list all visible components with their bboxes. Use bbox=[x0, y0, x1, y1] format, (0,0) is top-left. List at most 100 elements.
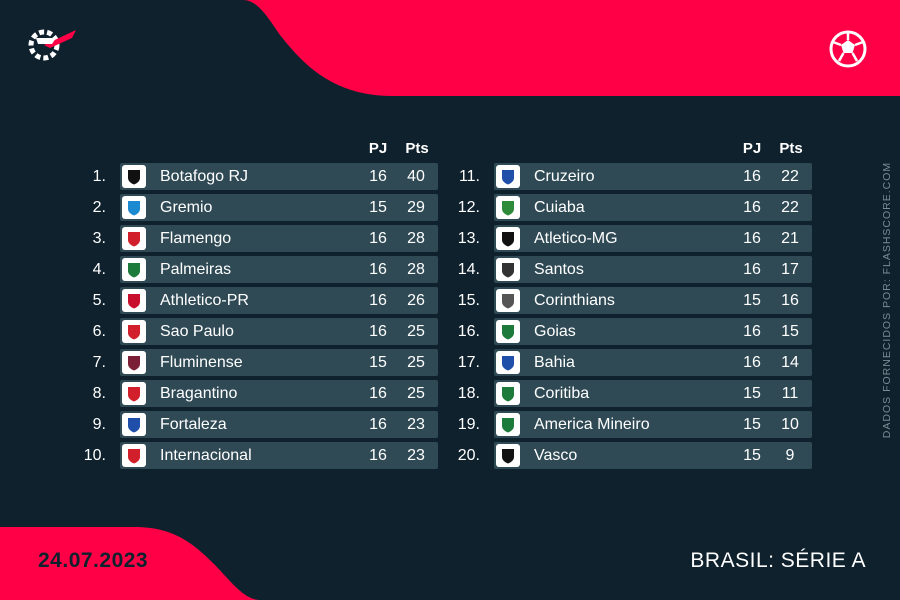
games-played: 16 bbox=[369, 385, 387, 402]
points: 23 bbox=[407, 447, 425, 464]
team-name: Fluminense bbox=[160, 354, 243, 371]
games-played: 16 bbox=[743, 168, 761, 185]
team-name: Botafogo RJ bbox=[160, 168, 249, 185]
points: 16 bbox=[781, 292, 799, 309]
team-badge-icon bbox=[496, 165, 520, 188]
points: 25 bbox=[407, 354, 425, 371]
row-rank: 17. bbox=[457, 354, 480, 371]
games-played: 16 bbox=[369, 292, 387, 309]
row-rank: 6. bbox=[92, 323, 106, 340]
row-bar: Bragantino 16 25 bbox=[120, 380, 438, 407]
games-played: 16 bbox=[369, 230, 387, 247]
row-bar: Cruzeiro 16 22 bbox=[494, 163, 812, 190]
right-column-headers: PJ Pts bbox=[735, 140, 815, 158]
flashscore-logo-icon bbox=[28, 29, 76, 61]
team-name: Goias bbox=[534, 323, 576, 340]
points: 21 bbox=[781, 230, 799, 247]
team-name: America Mineiro bbox=[534, 416, 650, 433]
points: 22 bbox=[781, 168, 799, 185]
header-pts: Pts bbox=[405, 140, 429, 157]
team-badge-icon bbox=[122, 413, 146, 436]
row-rank: 3. bbox=[92, 230, 106, 247]
points: 26 bbox=[407, 292, 425, 309]
team-name: Bragantino bbox=[160, 385, 238, 402]
row-bar: Athletico-PR 16 26 bbox=[120, 287, 438, 314]
team-badge-icon bbox=[496, 351, 520, 374]
team-badge-icon bbox=[122, 258, 146, 281]
row-rank: 12. bbox=[457, 199, 480, 216]
row-rank: 9. bbox=[92, 416, 106, 433]
row-rank: 7. bbox=[92, 354, 106, 371]
team-badge-icon bbox=[496, 413, 520, 436]
league-name: BRASIL: SÉRIE A bbox=[690, 549, 866, 572]
points: 25 bbox=[407, 385, 425, 402]
row-bar: Gremio 15 29 bbox=[120, 194, 438, 221]
points: 9 bbox=[785, 447, 795, 464]
points: 25 bbox=[407, 323, 425, 340]
team-badge-icon bbox=[122, 165, 146, 188]
team-badge-icon bbox=[122, 444, 146, 467]
team-name: Cruzeiro bbox=[534, 168, 595, 185]
bottom-accent-shape bbox=[0, 527, 260, 600]
games-played: 15 bbox=[743, 416, 761, 433]
row-rank: 8. bbox=[92, 385, 106, 402]
data-credit: DADOS FORNECIDOS POR: FLASHSCORE.COM bbox=[881, 161, 893, 439]
points: 10 bbox=[781, 416, 799, 433]
row-bar: Flamengo 16 28 bbox=[120, 225, 438, 252]
games-played: 15 bbox=[369, 354, 387, 371]
team-badge-icon bbox=[496, 320, 520, 343]
games-played: 16 bbox=[369, 261, 387, 278]
row-rank: 1. bbox=[92, 168, 106, 185]
row-rank: 5. bbox=[92, 292, 106, 309]
games-played: 16 bbox=[743, 354, 761, 371]
team-name: Athletico-PR bbox=[160, 292, 249, 309]
row-rank: 20. bbox=[457, 447, 480, 464]
team-name: Sao Paulo bbox=[160, 323, 234, 340]
row-bar: Botafogo RJ 16 40 bbox=[120, 163, 438, 190]
games-played: 16 bbox=[743, 199, 761, 216]
team-name: Cuiaba bbox=[534, 199, 585, 216]
row-rank: 18. bbox=[457, 385, 480, 402]
team-badge-icon bbox=[496, 444, 520, 467]
header-pts: Pts bbox=[779, 140, 803, 157]
row-rank: 10. bbox=[83, 447, 106, 464]
row-bar: America Mineiro 15 10 bbox=[494, 411, 812, 438]
row-bar: Atletico-MG 16 21 bbox=[494, 225, 812, 252]
games-played: 15 bbox=[743, 385, 761, 402]
row-rank: 16. bbox=[457, 323, 480, 340]
row-bar: Bahia 16 14 bbox=[494, 349, 812, 376]
points: 23 bbox=[407, 416, 425, 433]
row-bar: Vasco 15 9 bbox=[494, 442, 812, 469]
team-badge-icon bbox=[122, 382, 146, 405]
row-bar: Goias 16 15 bbox=[494, 318, 812, 345]
row-bar: Sao Paulo 16 25 bbox=[120, 318, 438, 345]
row-rank: 14. bbox=[457, 261, 480, 278]
row-rank: 11. bbox=[458, 168, 480, 185]
row-rank: 2. bbox=[92, 199, 106, 216]
games-played: 15 bbox=[743, 447, 761, 464]
team-badge-icon bbox=[496, 196, 520, 219]
team-name: Fortaleza bbox=[160, 416, 227, 433]
points: 14 bbox=[781, 354, 799, 371]
soccer-ball-icon bbox=[829, 30, 867, 68]
team-name: Vasco bbox=[534, 447, 578, 464]
games-played: 16 bbox=[369, 416, 387, 433]
points: 28 bbox=[407, 230, 425, 247]
team-badge-icon bbox=[122, 289, 146, 312]
team-name: Santos bbox=[534, 261, 584, 278]
row-bar: Santos 16 17 bbox=[494, 256, 812, 283]
header-pj: PJ bbox=[742, 140, 762, 157]
header-pj: PJ bbox=[368, 140, 388, 157]
points: 15 bbox=[781, 323, 799, 340]
points: 28 bbox=[407, 261, 425, 278]
team-badge-icon bbox=[122, 196, 146, 219]
games-played: 16 bbox=[369, 447, 387, 464]
team-badge-icon bbox=[496, 289, 520, 312]
games-played: 16 bbox=[743, 230, 761, 247]
games-played: 15 bbox=[369, 199, 387, 216]
points: 17 bbox=[781, 261, 799, 278]
team-name: Flamengo bbox=[160, 230, 232, 247]
games-played: 16 bbox=[369, 168, 387, 185]
points: 29 bbox=[407, 199, 425, 216]
row-bar: Fluminense 15 25 bbox=[120, 349, 438, 376]
